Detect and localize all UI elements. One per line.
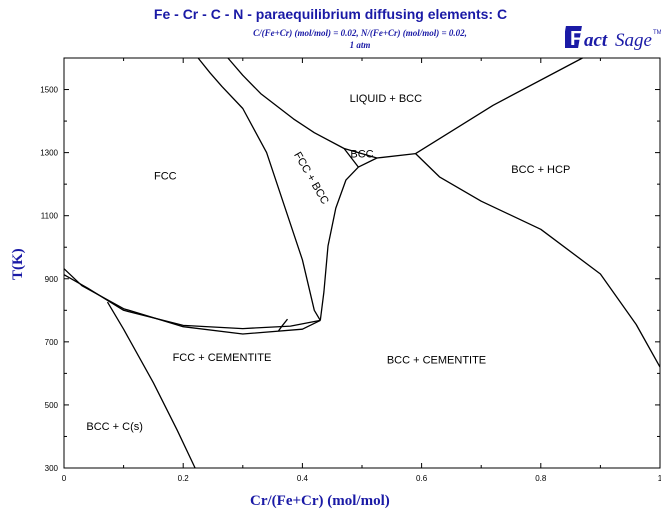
y-axis-label: T(K) xyxy=(10,248,26,280)
region-label: LIQUID + BCC xyxy=(350,93,422,105)
region-labels: LIQUID + BCC BCC FCC FCC + BCC BCC + HCP FCC … xyxy=(86,93,570,433)
phase-boundary-line xyxy=(416,58,583,154)
phase-boundary-line xyxy=(198,58,320,320)
phase-boundary-line xyxy=(279,319,288,331)
region-label: FCC xyxy=(154,171,177,183)
y-tick-label: 1100 xyxy=(41,212,59,221)
phase-boundaries xyxy=(64,58,660,468)
y-tick-label: 300 xyxy=(45,464,59,473)
region-label: FCC + BCC xyxy=(291,150,331,207)
plot-frame xyxy=(64,58,660,468)
region-label: BCC + HCP xyxy=(511,164,570,176)
phase-boundary-line xyxy=(64,269,320,334)
region-label: FCC + CEMENTITE xyxy=(173,352,272,364)
phase-boundary-line xyxy=(228,58,359,167)
x-tick-label: 0.8 xyxy=(535,474,547,483)
y-tick-label: 700 xyxy=(45,338,59,347)
x-axis-label: Cr/(Fe+Cr) (mol/mol) xyxy=(250,493,390,509)
x-tick-label: 0 xyxy=(62,474,67,483)
phase-boundary-line xyxy=(64,275,320,329)
region-label: BCC xyxy=(350,148,373,160)
phase-boundary-line xyxy=(320,167,358,320)
x-tick-label: 0.4 xyxy=(297,474,309,483)
y-tick-label: 1500 xyxy=(40,86,58,95)
y-tick-label: 900 xyxy=(45,275,59,284)
y-tick-label: 1300 xyxy=(40,149,58,158)
x-tick-label: 0.6 xyxy=(416,474,428,483)
phase-boundary-line xyxy=(416,154,660,368)
region-label: BCC + C(s) xyxy=(86,421,143,433)
region-label: BCC + CEMENTITE xyxy=(387,355,486,367)
y-tick-label: 500 xyxy=(45,401,59,410)
phase-boundary-line xyxy=(377,154,416,158)
x-tick-label: 0.2 xyxy=(178,474,190,483)
